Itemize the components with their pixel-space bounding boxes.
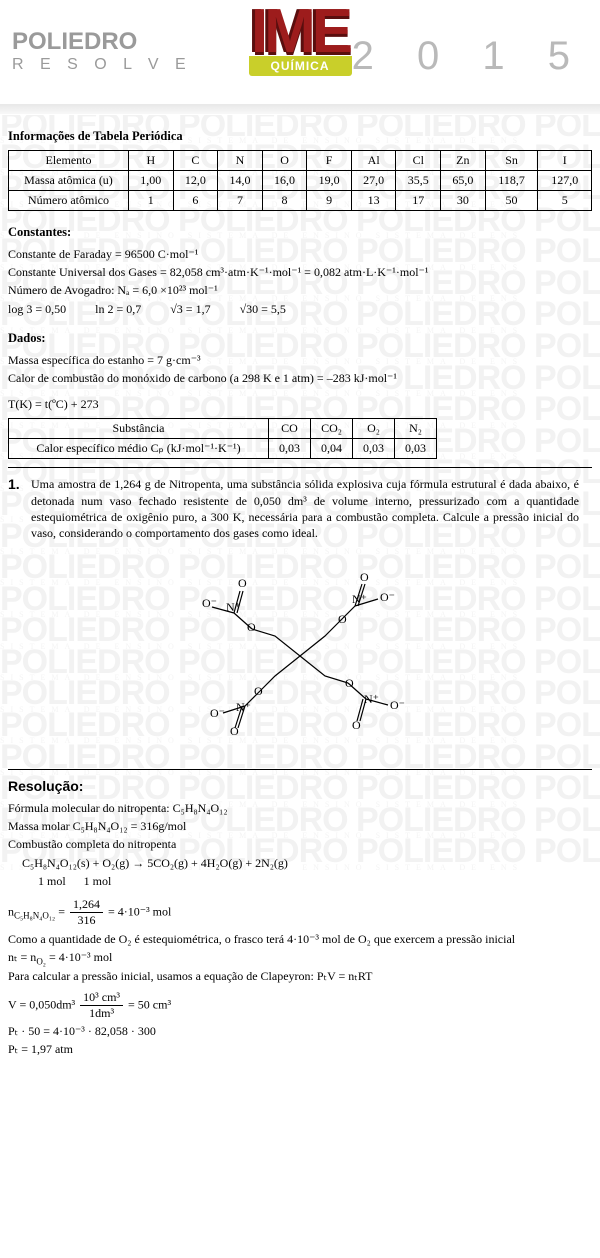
cp-table: Substância COCO₂O₂N₂ Calor específico mé… [8,418,437,459]
brand-bottom: R E S O L V E [12,56,192,74]
svg-text:N⁺: N⁺ [226,600,241,614]
table-row: Número atômico 16789131730505 [9,191,592,211]
sol-answer: Pₜ = 1,97 atm [8,1042,592,1057]
constant-line: Constante de Faraday = 96500 C·mol⁻¹ [8,246,592,262]
molecule-diagram: ON⁺ O⁻O ON⁺ O⁻O ON⁺ O⁻O ON⁺ O⁻O [190,551,410,761]
periodic-heading: Informações de Tabela Periódica [8,129,592,144]
header-bevel [0,104,600,114]
question-number: 1. [8,476,28,492]
row-label: Elemento [9,151,129,171]
dados-line: T(K) = t(ºC) + 273 [8,396,592,412]
svg-text:O: O [360,570,369,584]
sol-nt: nₜ = nO₂ = 4·10⁻³ mol [8,950,592,965]
svg-text:N⁺: N⁺ [364,692,379,706]
svg-text:O⁻: O⁻ [210,706,225,720]
brand-logo: POLIEDRO R E S O L V E [12,28,192,74]
table-row: Elemento HCNOFAlClZnSnI [9,151,592,171]
dados-line: Calor de combustão do monóxido de carbon… [8,370,592,386]
constant-line: Constante Universal dos Gases = 82,058 c… [8,264,592,280]
svg-text:O: O [352,718,361,732]
svg-text:O⁻: O⁻ [380,590,395,604]
svg-text:O: O [230,724,239,738]
sol-equation-moles: 1 mol 1 mol [38,873,592,889]
constant-line: Número de Avogadro: Nₐ = 6,0 ×10²³ mol⁻¹ [8,282,592,298]
resolution-heading: Resolução: [8,778,592,794]
page-content: Informações de Tabela Periódica Elemento… [0,129,600,1080]
sol-line: Combustão completa do nitropenta [8,836,592,852]
svg-text:N⁺: N⁺ [236,700,251,714]
sol-line: Fórmula molecular do nitropenta: C₅H₈N₄O… [8,800,592,816]
page-header: POLIEDRO R E S O L V E IME QUÍMICA 2 0 1… [0,0,600,115]
table-row: Massa atômica (u) 1,0012,014,016,019,027… [9,171,592,191]
divider [8,467,592,468]
row-label: Substância [9,419,269,439]
svg-text:O: O [247,620,256,634]
sol-line: Para calcular a pressão inicial, usamos … [8,968,592,984]
subject-pill: QUÍMICA [249,56,352,76]
fraction: 1,264 316 [70,897,103,928]
row-label: Massa atômica (u) [9,171,129,191]
brand-top: POLIEDRO [12,28,192,56]
svg-text:N⁺: N⁺ [352,592,367,606]
table-row: Substância COCO₂O₂N₂ [9,419,437,439]
sol-line: Massa molar C₅H₈N₄O₁₂ = 316g/mol [8,818,592,834]
question-text: Uma amostra de 1,264 g de Nitropenta, um… [31,476,579,541]
svg-text:O: O [338,612,347,626]
svg-text:O⁻: O⁻ [202,596,217,610]
sol-line: Pₜ · 50 = 4·10⁻³ · 82,058 · 300 [8,1024,592,1039]
periodic-table: Elemento HCNOFAlClZnSnI Massa atômica (u… [8,150,592,211]
table-row: Calor específico médio Cₚ (kJ·mol⁻¹·K⁻¹)… [9,439,437,459]
svg-text:O: O [254,684,263,698]
row-label: Calor específico médio Cₚ (kJ·mol⁻¹·K⁻¹) [9,439,269,459]
sol-n-calc: nC₅H₈N₄O₁₂ = 1,264 316 = 4·10⁻³ mol [8,897,592,928]
svg-text:O⁻: O⁻ [390,698,405,712]
sol-line: Como a quantidade de O₂ é estequiométric… [8,931,592,947]
sol-v-calc: V = 0,050dm³ 10³ cm³ 1dm³ = 50 cm³ [8,990,592,1021]
svg-text:O: O [345,676,354,690]
question-block: 1. Uma amostra de 1,264 g de Nitropenta,… [8,476,592,541]
svg-text:O: O [238,576,247,590]
exam-year: 2 0 1 5 [352,34,586,79]
dados-line: Massa específica do estanho = 7 g·cm⁻³ [8,352,592,368]
row-label: Número atômico [9,191,129,211]
divider [8,769,592,770]
fraction: 10³ cm³ 1dm³ [80,990,123,1021]
sol-equation: C₅H₈N₄O₁₂(s) + O₂(g) → 5CO₂(g) + 4H₂O(g)… [22,855,592,871]
constants-heading: Constantes: [8,225,592,240]
constant-math-row: log 3 = 0,50 ln 2 = 0,7 √3 = 1,7 √30 = 5… [8,301,592,317]
dados-heading: Dados: [8,331,592,346]
